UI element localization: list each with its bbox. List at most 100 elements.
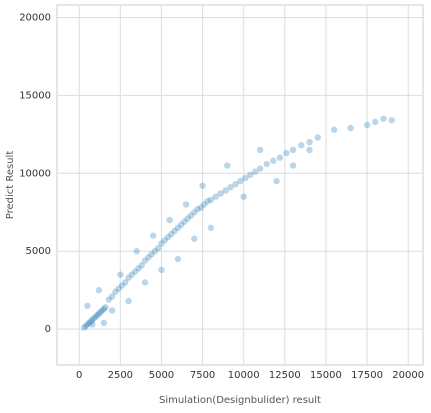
point xyxy=(90,315,98,322)
point xyxy=(84,302,91,309)
x-tick-label: 7500 xyxy=(190,370,215,381)
x-tick-label: 15000 xyxy=(310,370,342,381)
point xyxy=(194,205,201,213)
point xyxy=(95,310,103,317)
x-tick-label: 2500 xyxy=(108,370,133,381)
point xyxy=(135,265,142,272)
plot-area xyxy=(56,4,424,366)
point xyxy=(330,126,338,133)
point xyxy=(148,251,155,258)
point xyxy=(141,279,149,286)
point xyxy=(191,235,198,242)
point xyxy=(347,124,354,132)
point xyxy=(87,318,94,325)
y-tick-label: 0 xyxy=(45,324,51,335)
point xyxy=(240,193,247,200)
point xyxy=(182,201,190,208)
point xyxy=(224,162,231,169)
y-tick-label: 15000 xyxy=(19,90,51,101)
point xyxy=(117,271,124,278)
point xyxy=(105,296,113,303)
point xyxy=(151,248,159,255)
point xyxy=(212,193,219,200)
point xyxy=(314,134,321,141)
point xyxy=(161,237,168,244)
point xyxy=(164,234,172,241)
point xyxy=(237,177,244,185)
x-tick-label: 17500 xyxy=(351,370,383,381)
point xyxy=(125,297,132,305)
point xyxy=(306,138,313,146)
point xyxy=(118,282,126,289)
point xyxy=(289,162,297,169)
point xyxy=(217,190,224,197)
point xyxy=(94,311,101,319)
point xyxy=(222,187,229,194)
point xyxy=(154,244,162,252)
point xyxy=(158,266,165,274)
point xyxy=(363,121,371,129)
point xyxy=(168,230,175,238)
y-tick-label: 10000 xyxy=(19,168,51,179)
point xyxy=(122,279,129,286)
point xyxy=(131,268,139,275)
point xyxy=(99,307,106,314)
point xyxy=(174,255,182,263)
point xyxy=(112,288,119,295)
point xyxy=(158,240,165,247)
y-tick-label: 5000 xyxy=(26,246,51,257)
point xyxy=(207,224,215,232)
point xyxy=(204,198,211,205)
point xyxy=(95,286,103,294)
x-tick-label: 20000 xyxy=(392,370,424,381)
point xyxy=(177,221,185,228)
point xyxy=(306,146,313,154)
point xyxy=(263,160,270,168)
point xyxy=(247,171,254,179)
point xyxy=(372,118,379,126)
point xyxy=(256,165,264,172)
point xyxy=(138,262,145,269)
point xyxy=(89,321,96,328)
point xyxy=(133,248,140,255)
point xyxy=(227,184,234,191)
point xyxy=(80,324,88,331)
x-axis-label: Simulation(Designbulider) result xyxy=(159,395,321,406)
point xyxy=(388,117,395,124)
point xyxy=(201,201,208,208)
point xyxy=(256,146,264,154)
point xyxy=(166,216,173,224)
point xyxy=(232,181,239,188)
point xyxy=(150,232,157,239)
point xyxy=(115,285,122,292)
point xyxy=(380,115,387,122)
point xyxy=(283,149,290,157)
point xyxy=(199,182,206,189)
point xyxy=(242,174,249,182)
point xyxy=(191,209,198,216)
point xyxy=(125,274,132,281)
point xyxy=(108,293,116,300)
point xyxy=(145,254,152,261)
point xyxy=(82,322,89,330)
point xyxy=(171,227,178,235)
point xyxy=(89,316,96,324)
point xyxy=(100,319,108,327)
point xyxy=(97,308,104,316)
point xyxy=(197,204,205,211)
point xyxy=(141,257,149,264)
point xyxy=(174,224,182,232)
point xyxy=(100,305,108,313)
point xyxy=(276,154,284,161)
x-tick-label: 10000 xyxy=(228,370,260,381)
point xyxy=(252,168,259,175)
y-axis-label: Predict Result xyxy=(5,151,16,220)
point xyxy=(85,319,93,327)
x-tick-label: 0 xyxy=(76,370,82,381)
x-tick-label: 12500 xyxy=(269,370,301,381)
point xyxy=(298,142,305,149)
point xyxy=(184,215,191,222)
y-tick-label: 20000 xyxy=(19,12,51,23)
point xyxy=(92,313,99,320)
